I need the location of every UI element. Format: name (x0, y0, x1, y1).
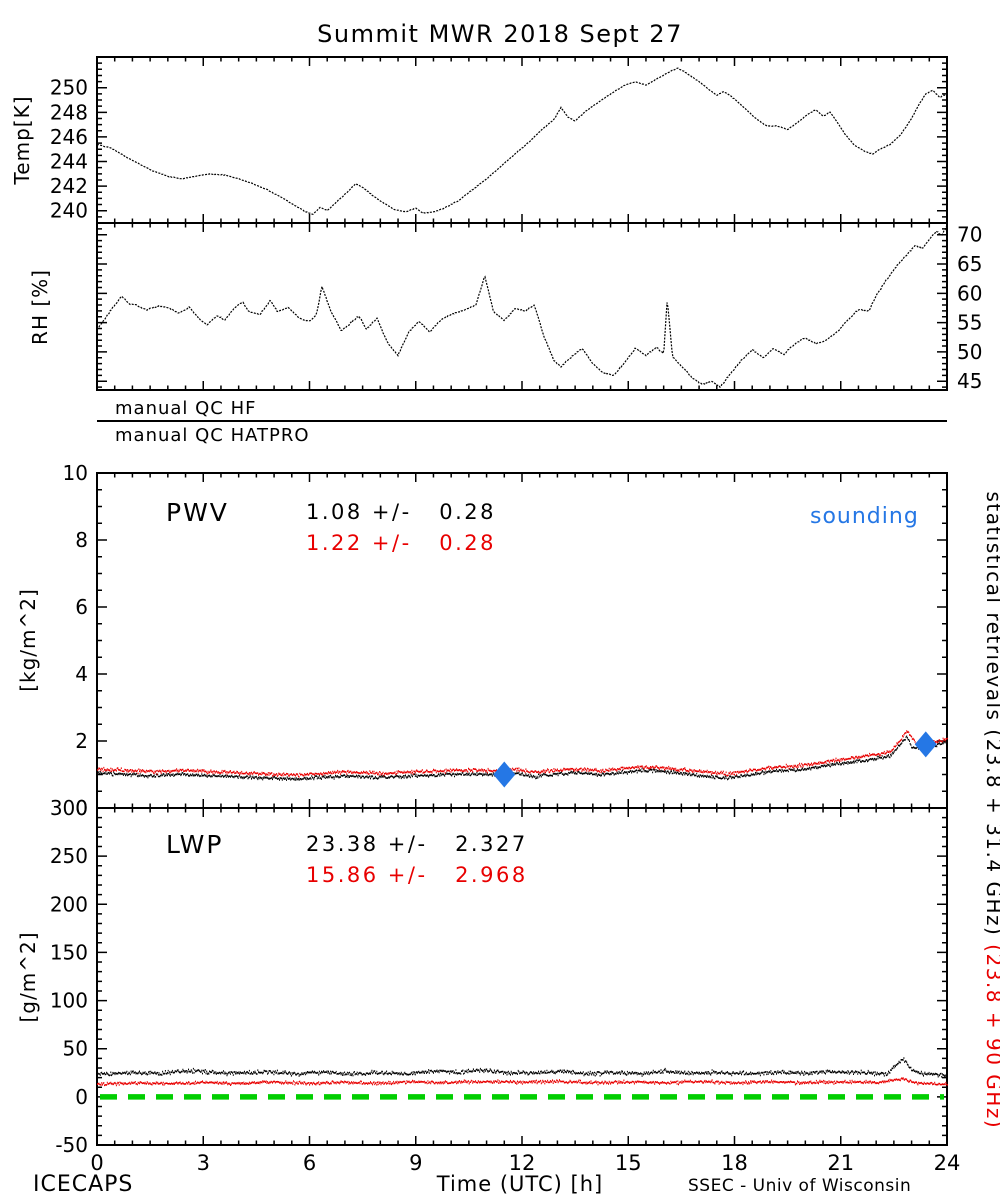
x-tick-label: 15 (615, 1151, 642, 1175)
lwp-axis-label: [g/m^2] (16, 931, 40, 1023)
lwp-ytick-label: 300 (50, 796, 88, 820)
x-tick-label: 3 (197, 1151, 210, 1175)
lwp-ytick-label: -50 (55, 1133, 88, 1157)
right-caption-90ghz: (23.8 + 90 GHz) (982, 944, 1000, 1130)
lwp-retrieval-23.8+31.4GHz-trace (97, 1057, 948, 1078)
rh-ytick-label: 60 (957, 281, 982, 305)
temperature-curve (96, 67, 948, 215)
right-margin-caption: statistical retrievals (23.8 + 31.4 GHz)… (958, 460, 1000, 1129)
lwp-ytick-label: 150 (50, 940, 88, 964)
manual-qc-hatpro-label: manual QC HATPRO (115, 425, 310, 446)
lwp-ticks (96, 807, 948, 1146)
sounding-legend-label: sounding (810, 504, 919, 529)
sounding-diamond-marker (493, 761, 516, 788)
temp-panel-frame (96, 56, 948, 224)
x-tick-label: 12 (509, 1151, 536, 1175)
lwp-ytick-label: 200 (50, 892, 88, 916)
pwv-ytick-label: 10 (63, 461, 88, 485)
rh-ytick-label: 45 (957, 369, 982, 393)
lwp-panel-label: LWP (166, 830, 224, 859)
pwv-retrieval-23.8+90GHz-trace (97, 730, 948, 778)
right-caption-statistical: statistical retrievals (23.8 + 31.4 GHz) (982, 491, 1000, 937)
x-tick-label: 0 (90, 1151, 103, 1175)
pwv-retrieval-23.8+31.4GHz-trace (97, 735, 948, 781)
lwp-stat-hatpro: 15.86 +/- 2.968 (306, 863, 528, 887)
x-tick-label: 6 (303, 1151, 316, 1175)
x-tick-label: 9 (409, 1151, 422, 1175)
x-tick-label: 18 (721, 1151, 748, 1175)
x-axis-title: Time (UTC) [h] (436, 1172, 604, 1196)
lwp-ytick-label: 0 (75, 1085, 88, 1109)
rh-ytick-label: 55 (957, 311, 982, 335)
lwp-retrieval-23.8+90GHz-trace (97, 1077, 948, 1087)
lwp-ytick-label: 100 (50, 989, 88, 1013)
icecaps-label: ICECAPS (33, 1172, 134, 1197)
sounding-diamond-marker (914, 731, 937, 758)
temp-ytick-label: 248 (50, 100, 88, 124)
pwv-ticks (96, 472, 948, 809)
ssec-credit-label: SSEC - Univ of Wisconsin (688, 1176, 912, 1196)
rh-axis-label: RH [%] (28, 269, 52, 345)
lwp-ytick-label: 250 (50, 844, 88, 868)
pwv-stat-hf: 1.08 +/- 0.28 (306, 500, 496, 524)
temp-ticks (96, 56, 948, 224)
pwv-ytick-label: 0 (75, 796, 88, 820)
rh-panel-frame (96, 222, 948, 391)
pwv-stat-hatpro: 1.22 +/- 0.28 (306, 531, 496, 555)
temp-axis-label: Temp[K] (10, 95, 34, 185)
pwv-ytick-label: 6 (75, 595, 88, 619)
rh-ticks (96, 222, 948, 390)
lwp-ytick-label: 50 (63, 1037, 88, 1061)
manual-qc-hf-label: manual QC HF (115, 398, 257, 419)
temp-ytick-label: 242 (50, 174, 88, 198)
pwv-ytick-label: 2 (75, 729, 88, 753)
x-tick-label: 21 (827, 1151, 854, 1175)
pwv-ytick-label: 8 (75, 528, 88, 552)
x-tick-label: 24 (934, 1151, 961, 1175)
temp-ytick-label: 240 (50, 199, 88, 223)
pwv-axis-label: [kg/m^2] (16, 588, 40, 692)
qc-separator-line (97, 420, 947, 422)
pwv-panel-label: PWV (166, 498, 229, 527)
page-title: Summit MWR 2018 Sept 27 (317, 20, 683, 48)
pwv-ytick-label: 4 (75, 662, 88, 686)
rh-ytick-label: 65 (957, 252, 982, 276)
rh-ytick-label: 50 (957, 340, 982, 364)
temp-ytick-label: 244 (50, 150, 88, 174)
relative-humidity-curve (96, 224, 948, 389)
temp-ytick-label: 250 (50, 76, 88, 100)
temp-ytick-label: 246 (50, 125, 88, 149)
lwp-stat-hf: 23.38 +/- 2.327 (306, 832, 528, 856)
rh-ytick-label: 70 (957, 223, 982, 247)
